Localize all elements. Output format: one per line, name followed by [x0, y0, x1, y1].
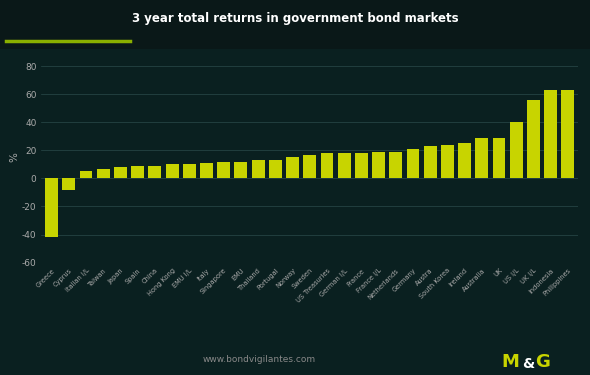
- Bar: [269, 160, 282, 178]
- Text: G: G: [535, 353, 550, 371]
- Bar: [234, 162, 247, 178]
- Bar: [458, 144, 471, 178]
- Bar: [510, 123, 523, 178]
- Bar: [527, 100, 540, 178]
- Bar: [476, 138, 489, 178]
- Bar: [544, 90, 557, 178]
- Bar: [200, 163, 213, 178]
- Text: M: M: [502, 353, 519, 371]
- Y-axis label: %: %: [9, 153, 19, 162]
- Bar: [166, 165, 179, 178]
- Text: 3 year total returns in government bond markets: 3 year total returns in government bond …: [132, 12, 458, 25]
- Bar: [355, 153, 368, 178]
- Bar: [389, 152, 402, 178]
- Bar: [252, 160, 264, 178]
- Bar: [63, 178, 76, 190]
- Bar: [114, 167, 127, 178]
- Bar: [493, 138, 506, 178]
- Bar: [80, 171, 93, 178]
- Bar: [407, 149, 419, 178]
- Bar: [372, 152, 385, 178]
- Text: &: &: [522, 357, 534, 371]
- Bar: [183, 165, 196, 178]
- Text: www.bondvigilantes.com: www.bondvigilantes.com: [203, 355, 316, 364]
- Bar: [286, 158, 299, 178]
- Bar: [303, 155, 316, 178]
- Bar: [424, 146, 437, 178]
- Bar: [337, 153, 350, 178]
- Bar: [45, 178, 58, 237]
- Bar: [149, 166, 161, 178]
- Bar: [562, 90, 574, 178]
- Bar: [441, 145, 454, 178]
- Bar: [131, 166, 144, 178]
- Bar: [320, 153, 333, 178]
- Bar: [97, 169, 110, 178]
- Bar: [217, 162, 230, 178]
